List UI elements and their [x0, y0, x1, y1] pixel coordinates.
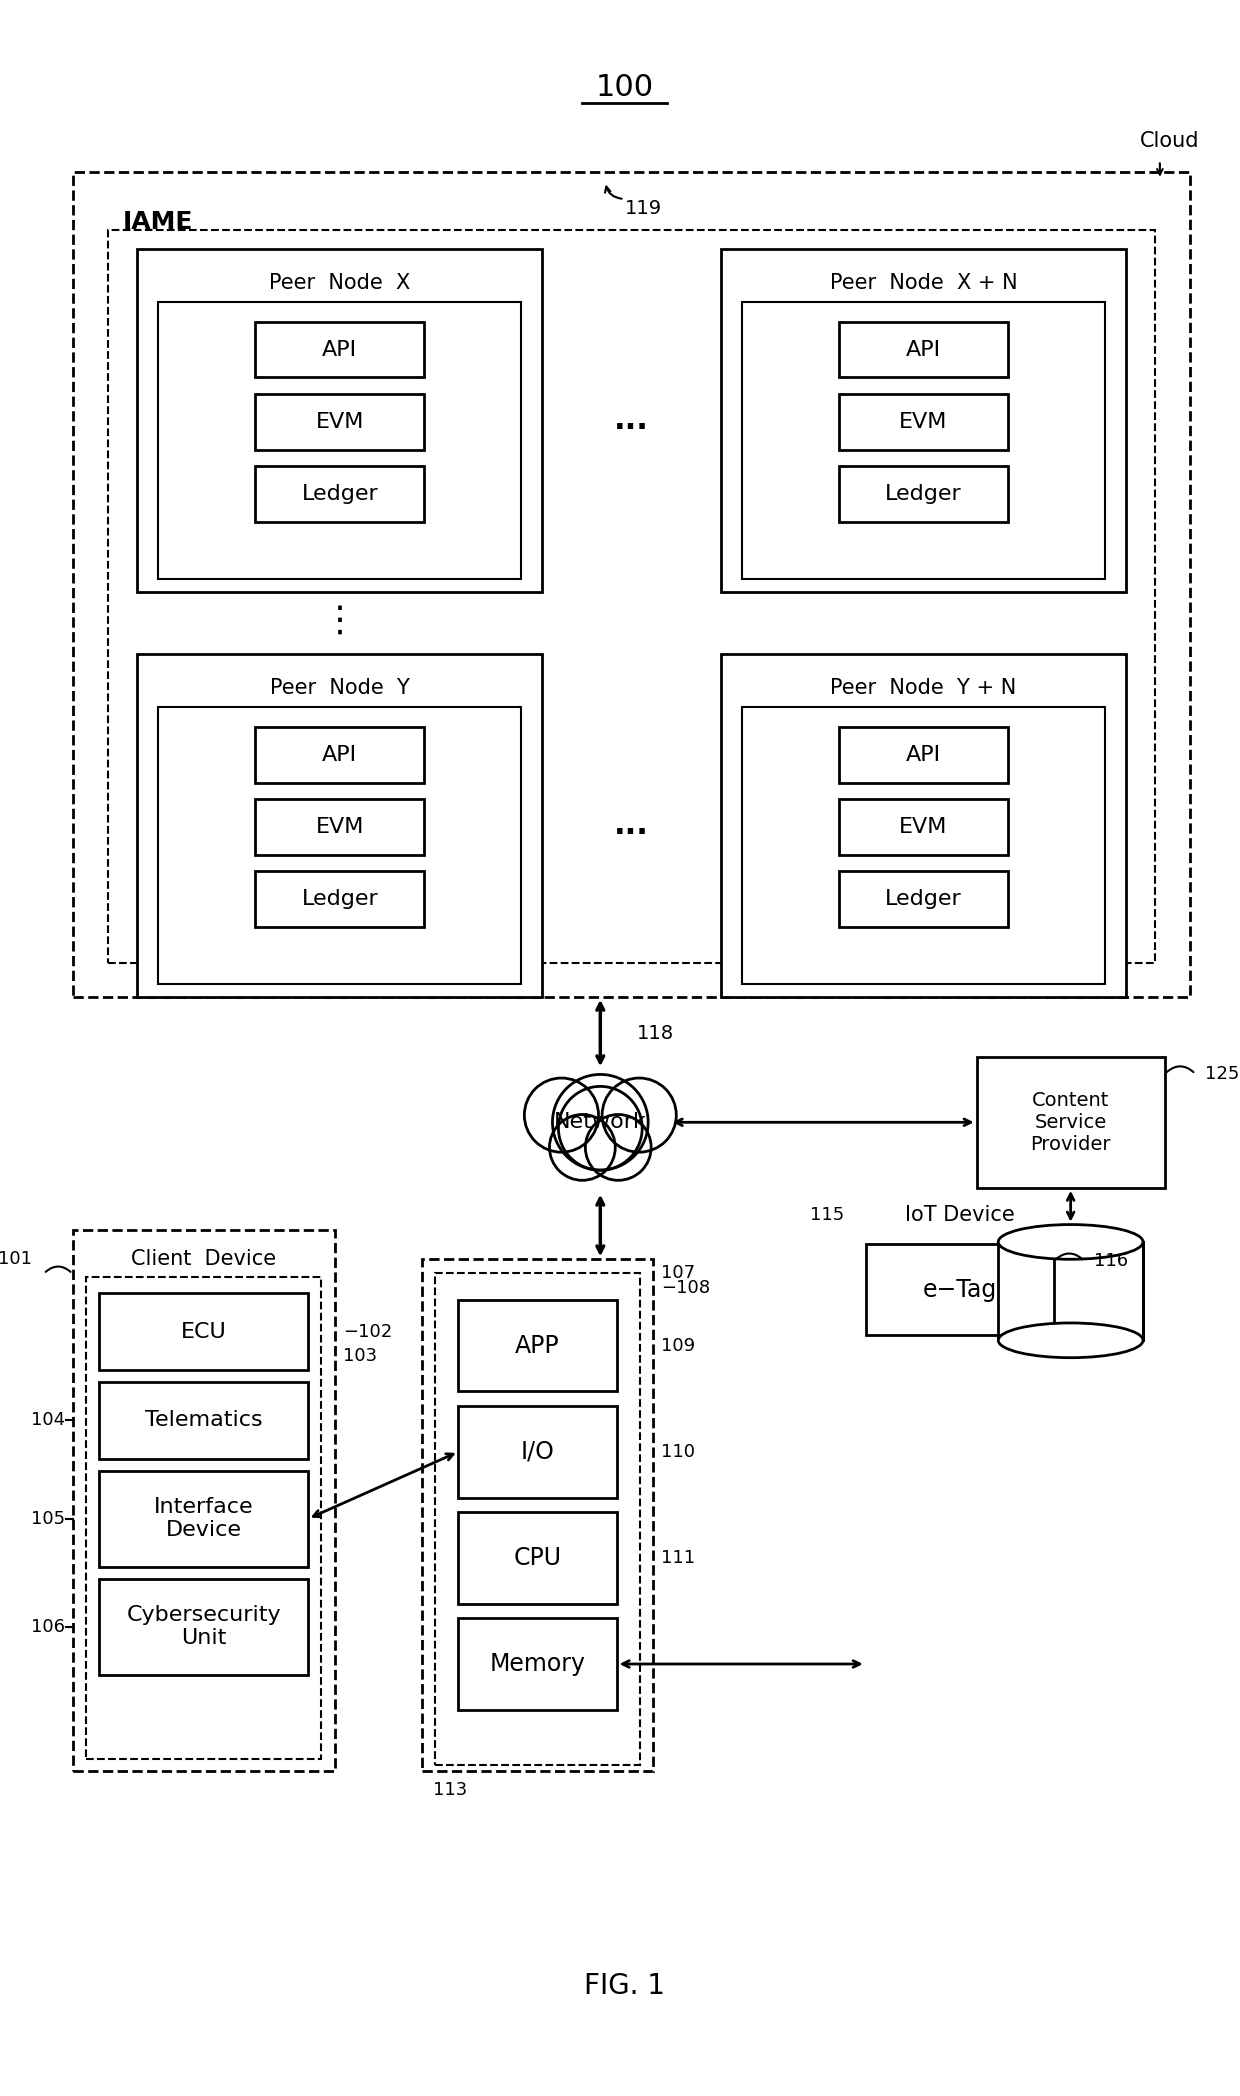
Bar: [73, 172, 1190, 998]
Circle shape: [553, 1075, 649, 1170]
Bar: [742, 708, 1105, 985]
Text: Cybersecurity
Unit: Cybersecurity Unit: [126, 1606, 281, 1647]
Text: Peer  Node  Y + N: Peer Node Y + N: [831, 679, 1017, 698]
Text: 104: 104: [31, 1411, 64, 1429]
Text: CPU: CPU: [513, 1547, 562, 1570]
Bar: [839, 872, 1008, 926]
Bar: [255, 394, 424, 451]
Text: 113: 113: [434, 1782, 467, 1798]
Text: Telematics: Telematics: [145, 1411, 263, 1429]
Text: Network: Network: [554, 1113, 647, 1132]
Text: API: API: [906, 744, 941, 765]
Bar: [839, 727, 1008, 782]
Text: IoT Device: IoT Device: [905, 1205, 1014, 1224]
Ellipse shape: [998, 1323, 1143, 1358]
Text: APP: APP: [516, 1333, 560, 1358]
Text: −108: −108: [661, 1279, 711, 1297]
Bar: [99, 1578, 308, 1675]
Text: 110: 110: [661, 1442, 696, 1461]
Bar: [255, 727, 424, 782]
Bar: [720, 654, 1126, 998]
Bar: [422, 1260, 653, 1771]
Bar: [720, 249, 1126, 591]
Bar: [159, 708, 521, 985]
Text: Content
Service
Provider: Content Service Provider: [1030, 1090, 1111, 1153]
Text: 115: 115: [810, 1205, 844, 1224]
Text: ECU: ECU: [181, 1323, 227, 1341]
Text: API: API: [322, 340, 357, 361]
Text: Ledger: Ledger: [301, 889, 378, 910]
Bar: [459, 1618, 616, 1710]
Bar: [977, 1056, 1164, 1188]
Circle shape: [603, 1077, 676, 1153]
Circle shape: [525, 1077, 599, 1153]
Bar: [99, 1381, 308, 1459]
Bar: [839, 799, 1008, 855]
Bar: [459, 1300, 616, 1392]
Text: e−Tag: e−Tag: [923, 1279, 997, 1302]
Text: API: API: [322, 744, 357, 765]
Text: Cloud: Cloud: [1140, 132, 1199, 151]
Text: Interface
Device: Interface Device: [154, 1497, 254, 1541]
Bar: [108, 231, 1154, 962]
Bar: [86, 1276, 321, 1759]
Bar: [742, 302, 1105, 578]
Bar: [459, 1406, 616, 1497]
Text: −102: −102: [342, 1323, 392, 1341]
Text: 125: 125: [1205, 1065, 1240, 1084]
Text: Ledger: Ledger: [301, 484, 378, 505]
Bar: [839, 321, 1008, 377]
Bar: [459, 1511, 616, 1603]
Bar: [998, 1243, 1143, 1339]
Text: 105: 105: [31, 1509, 64, 1528]
Text: Ledger: Ledger: [885, 889, 962, 910]
Circle shape: [558, 1086, 642, 1170]
Bar: [255, 465, 424, 522]
Bar: [138, 249, 542, 591]
Text: 118: 118: [637, 1025, 675, 1044]
Text: I/O: I/O: [521, 1440, 554, 1463]
Bar: [99, 1293, 308, 1371]
Bar: [839, 394, 1008, 451]
Text: ...: ...: [614, 811, 649, 840]
Text: EVM: EVM: [316, 817, 365, 836]
Bar: [255, 872, 424, 926]
Text: Client  Device: Client Device: [131, 1249, 277, 1270]
Bar: [73, 1230, 335, 1771]
Text: Ledger: Ledger: [885, 484, 962, 505]
Circle shape: [549, 1115, 615, 1180]
Bar: [839, 465, 1008, 522]
Text: Peer  Node  X + N: Peer Node X + N: [830, 272, 1017, 293]
Text: 103: 103: [342, 1348, 377, 1364]
Text: API: API: [906, 340, 941, 361]
Text: Memory: Memory: [490, 1652, 585, 1677]
Text: Peer  Node  Y: Peer Node Y: [270, 679, 409, 698]
Bar: [866, 1243, 1054, 1335]
Text: 107: 107: [661, 1264, 696, 1283]
Bar: [99, 1471, 308, 1568]
Text: ...: ...: [614, 407, 649, 436]
Text: 101: 101: [0, 1251, 32, 1268]
Text: 111: 111: [661, 1549, 696, 1568]
Text: EVM: EVM: [899, 817, 947, 836]
Bar: [255, 799, 424, 855]
Text: 100: 100: [595, 73, 653, 101]
Text: EVM: EVM: [899, 413, 947, 432]
Circle shape: [585, 1115, 651, 1180]
Text: 116: 116: [1094, 1251, 1128, 1270]
Text: EVM: EVM: [316, 413, 365, 432]
Text: 106: 106: [31, 1618, 64, 1635]
Text: 119: 119: [625, 199, 662, 218]
Text: ⋮: ⋮: [321, 604, 358, 637]
Text: IAME: IAME: [123, 210, 193, 235]
Text: Peer  Node  X: Peer Node X: [269, 272, 410, 293]
Bar: [435, 1272, 640, 1765]
Bar: [138, 654, 542, 998]
Bar: [159, 302, 521, 578]
Text: FIG. 1: FIG. 1: [584, 1972, 665, 2000]
Bar: [255, 321, 424, 377]
Text: 109: 109: [661, 1337, 696, 1354]
Ellipse shape: [998, 1224, 1143, 1260]
